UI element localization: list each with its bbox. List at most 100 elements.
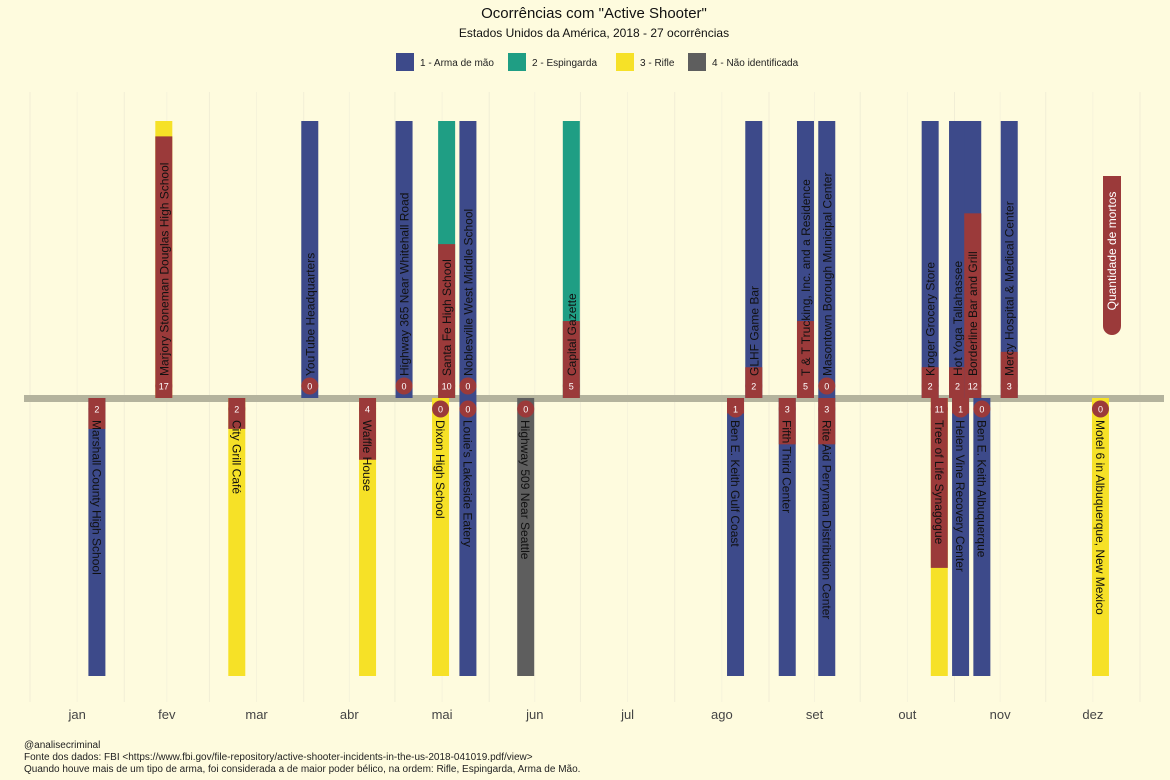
weapon-bar	[921, 121, 939, 398]
weapon-bar	[395, 121, 413, 398]
deaths-badge	[745, 377, 763, 395]
deaths-badge	[930, 400, 948, 418]
event-label: Waffle House	[360, 420, 374, 492]
deaths-count: 0	[465, 405, 470, 415]
event-t-t-trucking-inc-and-a-residence: 5 T & T Trucking, Inc. and a Residence	[796, 121, 814, 398]
month-label-jun: jun	[525, 707, 543, 722]
deaths-bar	[930, 398, 948, 568]
deaths-count: 3	[1007, 382, 1012, 392]
deaths-badge	[1091, 400, 1109, 418]
legend-item-1: 1 - Arma de mão	[396, 53, 494, 71]
event-label: Ben E. Keith Albuquerque	[974, 420, 988, 558]
deaths-count: 2	[234, 405, 239, 415]
event-label: Rite Aid Perryman Distribution Center	[819, 420, 833, 619]
deaths-key-badge	[1103, 317, 1121, 335]
event-label: YouTube Headquarters	[303, 253, 317, 376]
event-label: GLHF Game Bar	[747, 286, 761, 376]
weapon-bar	[459, 398, 477, 676]
legend-item-3: 3 - Rifle	[616, 53, 675, 71]
deaths-count: 2	[928, 382, 933, 392]
weapon-bar	[1091, 398, 1109, 676]
event-fifth-third-center: 3 Fifth Third Center	[778, 398, 796, 676]
event-ben-e-keith-albuquerque: 0 Ben E. Keith Albuquerque	[973, 398, 991, 676]
event-label: Marshall County High School	[89, 420, 103, 575]
legend-item-4: 4 - Não identificada	[688, 53, 799, 71]
weapon-bar	[359, 398, 377, 676]
legend-label-3: 3 - Rifle	[640, 58, 675, 69]
event-label: Tree of Life Synagogue	[932, 420, 946, 545]
weapon-bar	[778, 398, 796, 676]
event-youtube-headquarters: 0 YouTube Headquarters	[301, 121, 319, 398]
event-label: Kroger Grocery Store	[924, 262, 938, 376]
month-label-mar: mar	[245, 707, 268, 722]
event-ben-e-keith-gulf-coast: 1 Ben E. Keith Gulf Coast	[727, 398, 745, 676]
event-marjory-stoneman-douglas-high-school: 17 Marjory Stoneman Douglas High School	[155, 121, 173, 398]
event-label: Dixon High School	[433, 420, 447, 519]
weapon-bar	[1000, 121, 1018, 398]
event-glhf-game-bar: 2 GLHF Game Bar	[745, 121, 763, 398]
event-masontown-borough-municipal-center: 0 Masontown Borough Municipal Center	[818, 121, 836, 398]
event-label: Santa Fe High School	[440, 259, 454, 376]
deaths-badge	[778, 400, 796, 418]
event-label: Motel 6 in Albuquerque, New Mexico	[1093, 420, 1107, 615]
deaths-badge	[517, 400, 535, 418]
event-dixon-high-school: 0 Dixon High School	[432, 398, 450, 676]
event-tree-of-life-synagogue: 11 Tree of Life Synagogue	[930, 398, 948, 676]
month-label-set: set	[806, 707, 824, 722]
event-helen-vine-recovery-center: 1 Helen Vine Recovery Center	[952, 398, 970, 676]
month-label-dez: dez	[1082, 707, 1103, 722]
event-capital-gazette: 5 Capital Gazette	[562, 121, 580, 398]
month-axis: jan fev mar abr mai jun jul ago set out nov dez	[67, 707, 1103, 722]
deaths-count: 10	[442, 382, 452, 392]
deaths-key-label: Quantidade de mortos	[1105, 192, 1119, 311]
deaths-count: 5	[569, 382, 574, 392]
event-label: Borderline Bar and Grill	[966, 251, 980, 376]
deaths-badge	[155, 377, 173, 395]
event-noblesville-west-middle-school: 0 Noblesville West Middle School	[459, 121, 477, 398]
deaths-count: 0	[1098, 405, 1103, 415]
weapon-bar	[952, 398, 970, 676]
deaths-badge	[818, 377, 836, 395]
deaths-count: 0	[523, 405, 528, 415]
event-label: Highway 509 Near Seattle	[518, 420, 532, 560]
deaths-bar	[155, 136, 173, 398]
deaths-badge	[796, 377, 814, 395]
deaths-badge	[952, 400, 970, 418]
deaths-key: Quantidade de mortos	[1103, 176, 1121, 335]
weapon-bar	[432, 398, 450, 676]
event-santa-fe-high-school: 10 Santa Fe High School	[438, 121, 456, 398]
legend-swatch-4	[688, 53, 706, 71]
legend-label-4: 4 - Não identificada	[712, 58, 799, 69]
footer-author: @analisecriminal	[24, 740, 101, 751]
deaths-count: 2	[94, 405, 99, 415]
deaths-count: 0	[438, 405, 443, 415]
deaths-badge	[1000, 377, 1018, 395]
deaths-count: 0	[307, 382, 312, 392]
event-hot-yoga-tallahassee: 2 Hot Yoga Tallahassee	[949, 121, 967, 398]
weapon-bar	[459, 121, 477, 398]
deaths-key-bar	[1103, 176, 1121, 326]
chart-title: Ocorrências com "Active Shooter"	[481, 5, 707, 22]
deaths-count: 0	[979, 405, 984, 415]
deaths-count: 0	[465, 382, 470, 392]
event-waffle-house: 4 Waffle House	[359, 398, 377, 676]
event-city-grill-caf: 2 City Grill Café	[228, 398, 246, 676]
legend-item-2: 2 - Espingarda	[508, 53, 597, 71]
deaths-badge	[395, 377, 413, 395]
event-label: Noblesville West Middle School	[461, 209, 475, 376]
weapon-bar	[301, 121, 319, 398]
deaths-badge	[727, 400, 745, 418]
deaths-badge	[459, 400, 477, 418]
deaths-badge	[459, 377, 477, 395]
event-highway-365-near-whitehall-road: 0 Highway 365 Near Whitehall Road	[395, 121, 413, 398]
timeline-axis	[24, 395, 1164, 402]
deaths-count: 0	[402, 382, 407, 392]
legend: 1 - Arma de mão 2 - Espingarda 3 - Rifle 4 …	[396, 53, 799, 71]
event-label: Mercy Hospital & Medical Center	[1003, 201, 1017, 376]
deaths-count: 4	[365, 405, 370, 415]
deaths-count: 3	[824, 405, 829, 415]
event-label: Capital Gazette	[565, 293, 579, 376]
legend-swatch-3	[616, 53, 634, 71]
weapon-bar	[517, 398, 535, 676]
weapon-bar	[818, 398, 836, 676]
